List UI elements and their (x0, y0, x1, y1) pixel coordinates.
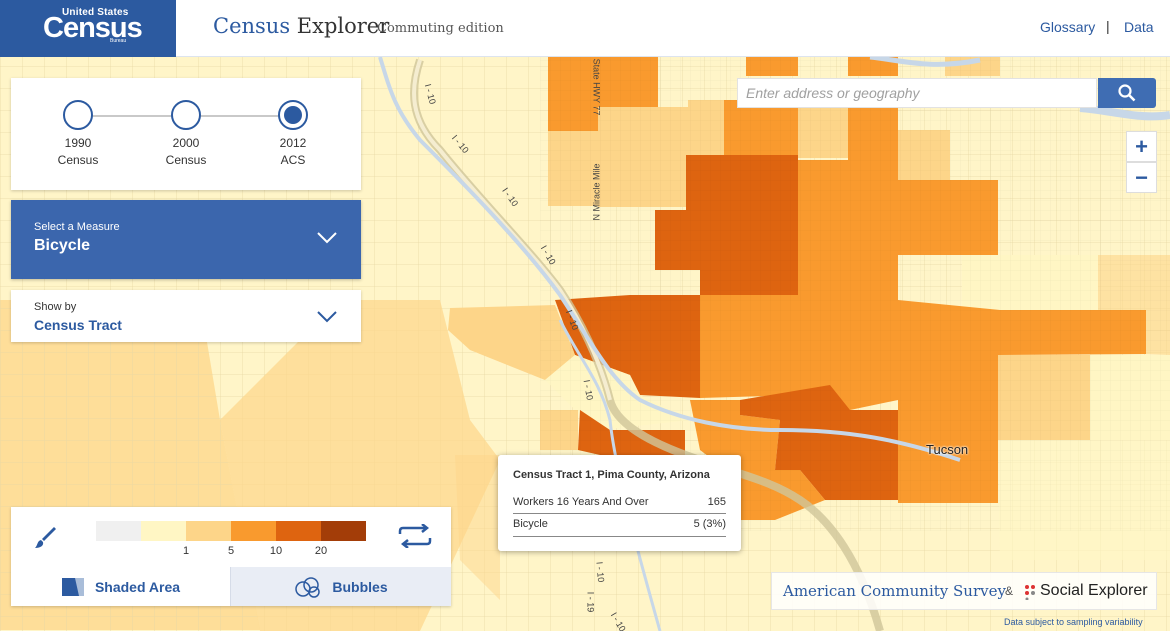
swap-colors-icon[interactable] (398, 524, 432, 548)
search-input[interactable] (738, 79, 1096, 107)
legend-tick: 10 (269, 545, 283, 557)
measure-value: Bicycle (34, 237, 91, 254)
show-by-value: Census Tract (34, 317, 122, 333)
timeline-label-2000[interactable]: 2000 Census (165, 136, 207, 167)
city-label-tucson: Tucson (926, 442, 969, 457)
legend-swatch (276, 521, 321, 541)
chevron-down-icon (317, 232, 337, 244)
logo-line2: Census (43, 12, 143, 44)
tab-bubbles-label: Bubbles (332, 578, 388, 595)
shaded-area-icon (61, 577, 84, 596)
measure-caption: Select a Measure (34, 221, 120, 233)
legend-tick: 1 (182, 545, 190, 557)
search-icon (1118, 84, 1136, 102)
logo-line3: Bureau (110, 38, 127, 44)
timeline-dot-2012[interactable] (278, 100, 308, 130)
road-label-miracle-mile: N Miracle Mile (591, 163, 602, 221)
legend-swatch (96, 521, 141, 541)
show-by-caption: Show by (34, 301, 77, 313)
logo-line1: United States (62, 7, 129, 18)
social-explorer-logo-text[interactable]: Social Explorer (1040, 582, 1148, 599)
census-logo[interactable]: United States Census Bureau (0, 0, 176, 57)
app-title: Census Explorer (213, 14, 390, 38)
legend-swatch (141, 521, 186, 541)
ampersand: & (1005, 584, 1014, 598)
measure-select[interactable]: Select a Measure Bicycle (11, 200, 361, 279)
brand-footer: American Community Survey & Social Explo… (771, 572, 1157, 610)
timeline-label-2012[interactable]: 2012 ACS (279, 136, 307, 167)
tract-tooltip: Census Tract 1, Pima County, Arizona Wor… (498, 455, 741, 551)
nav-data-link[interactable]: Data (1124, 19, 1154, 35)
show-by-select[interactable]: Show by Census Tract (11, 290, 361, 342)
tooltip-title: Census Tract 1, Pima County, Arizona (513, 469, 710, 481)
tab-shaded-area[interactable]: Shaded Area (11, 567, 230, 606)
zoom-out-button[interactable]: − (1126, 162, 1157, 193)
nav-separator: | (1106, 18, 1110, 34)
year-timeline: 1990 Census 2000 Census 2012 ACS (11, 78, 361, 190)
legend-tick: 20 (314, 545, 328, 557)
app-subtitle: Commuting edition (377, 21, 504, 36)
bubbles-icon (295, 576, 321, 598)
timeline-dot-1990[interactable] (63, 100, 93, 130)
tab-shaded-area-label: Shaded Area (94, 578, 181, 595)
chevron-down-icon (317, 311, 337, 323)
legend-tick: 5 (227, 545, 235, 557)
nav-glossary-link[interactable]: Glossary (1040, 19, 1096, 35)
tooltip-row: Bicycle 5 (3%) (513, 518, 726, 530)
legend-swatch (231, 521, 276, 541)
tooltip-divider (513, 513, 726, 514)
road-label-hwy77: State HWY 77 (591, 58, 602, 116)
tooltip-row: Workers 16 Years And Over 165 (513, 496, 726, 508)
timeline-dot-2000[interactable] (171, 100, 201, 130)
search-button[interactable] (1098, 78, 1156, 108)
acs-logo-text[interactable]: American Community Survey (783, 582, 1006, 600)
legend-swatch (186, 521, 231, 541)
timeline-label-1990[interactable]: 1990 Census (57, 136, 99, 167)
zoom-in-button[interactable]: + (1126, 131, 1157, 162)
tab-bubbles[interactable]: Bubbles (230, 567, 451, 606)
header: United States Census Bureau Census Explo… (0, 0, 1170, 57)
legend-swatch (321, 521, 366, 541)
tooltip-divider (513, 536, 726, 537)
paintbrush-icon[interactable] (34, 525, 56, 549)
search-box (737, 78, 1097, 108)
road-label-i19: I - 19 (585, 591, 596, 613)
sampling-disclaimer: Data subject to sampling variability (1004, 617, 1143, 627)
legend-panel: 1 5 10 20 Shaded Area Bubbles (11, 507, 451, 606)
road-label-i10: I - 10 (594, 561, 607, 583)
social-explorer-dots-icon (1025, 585, 1035, 600)
